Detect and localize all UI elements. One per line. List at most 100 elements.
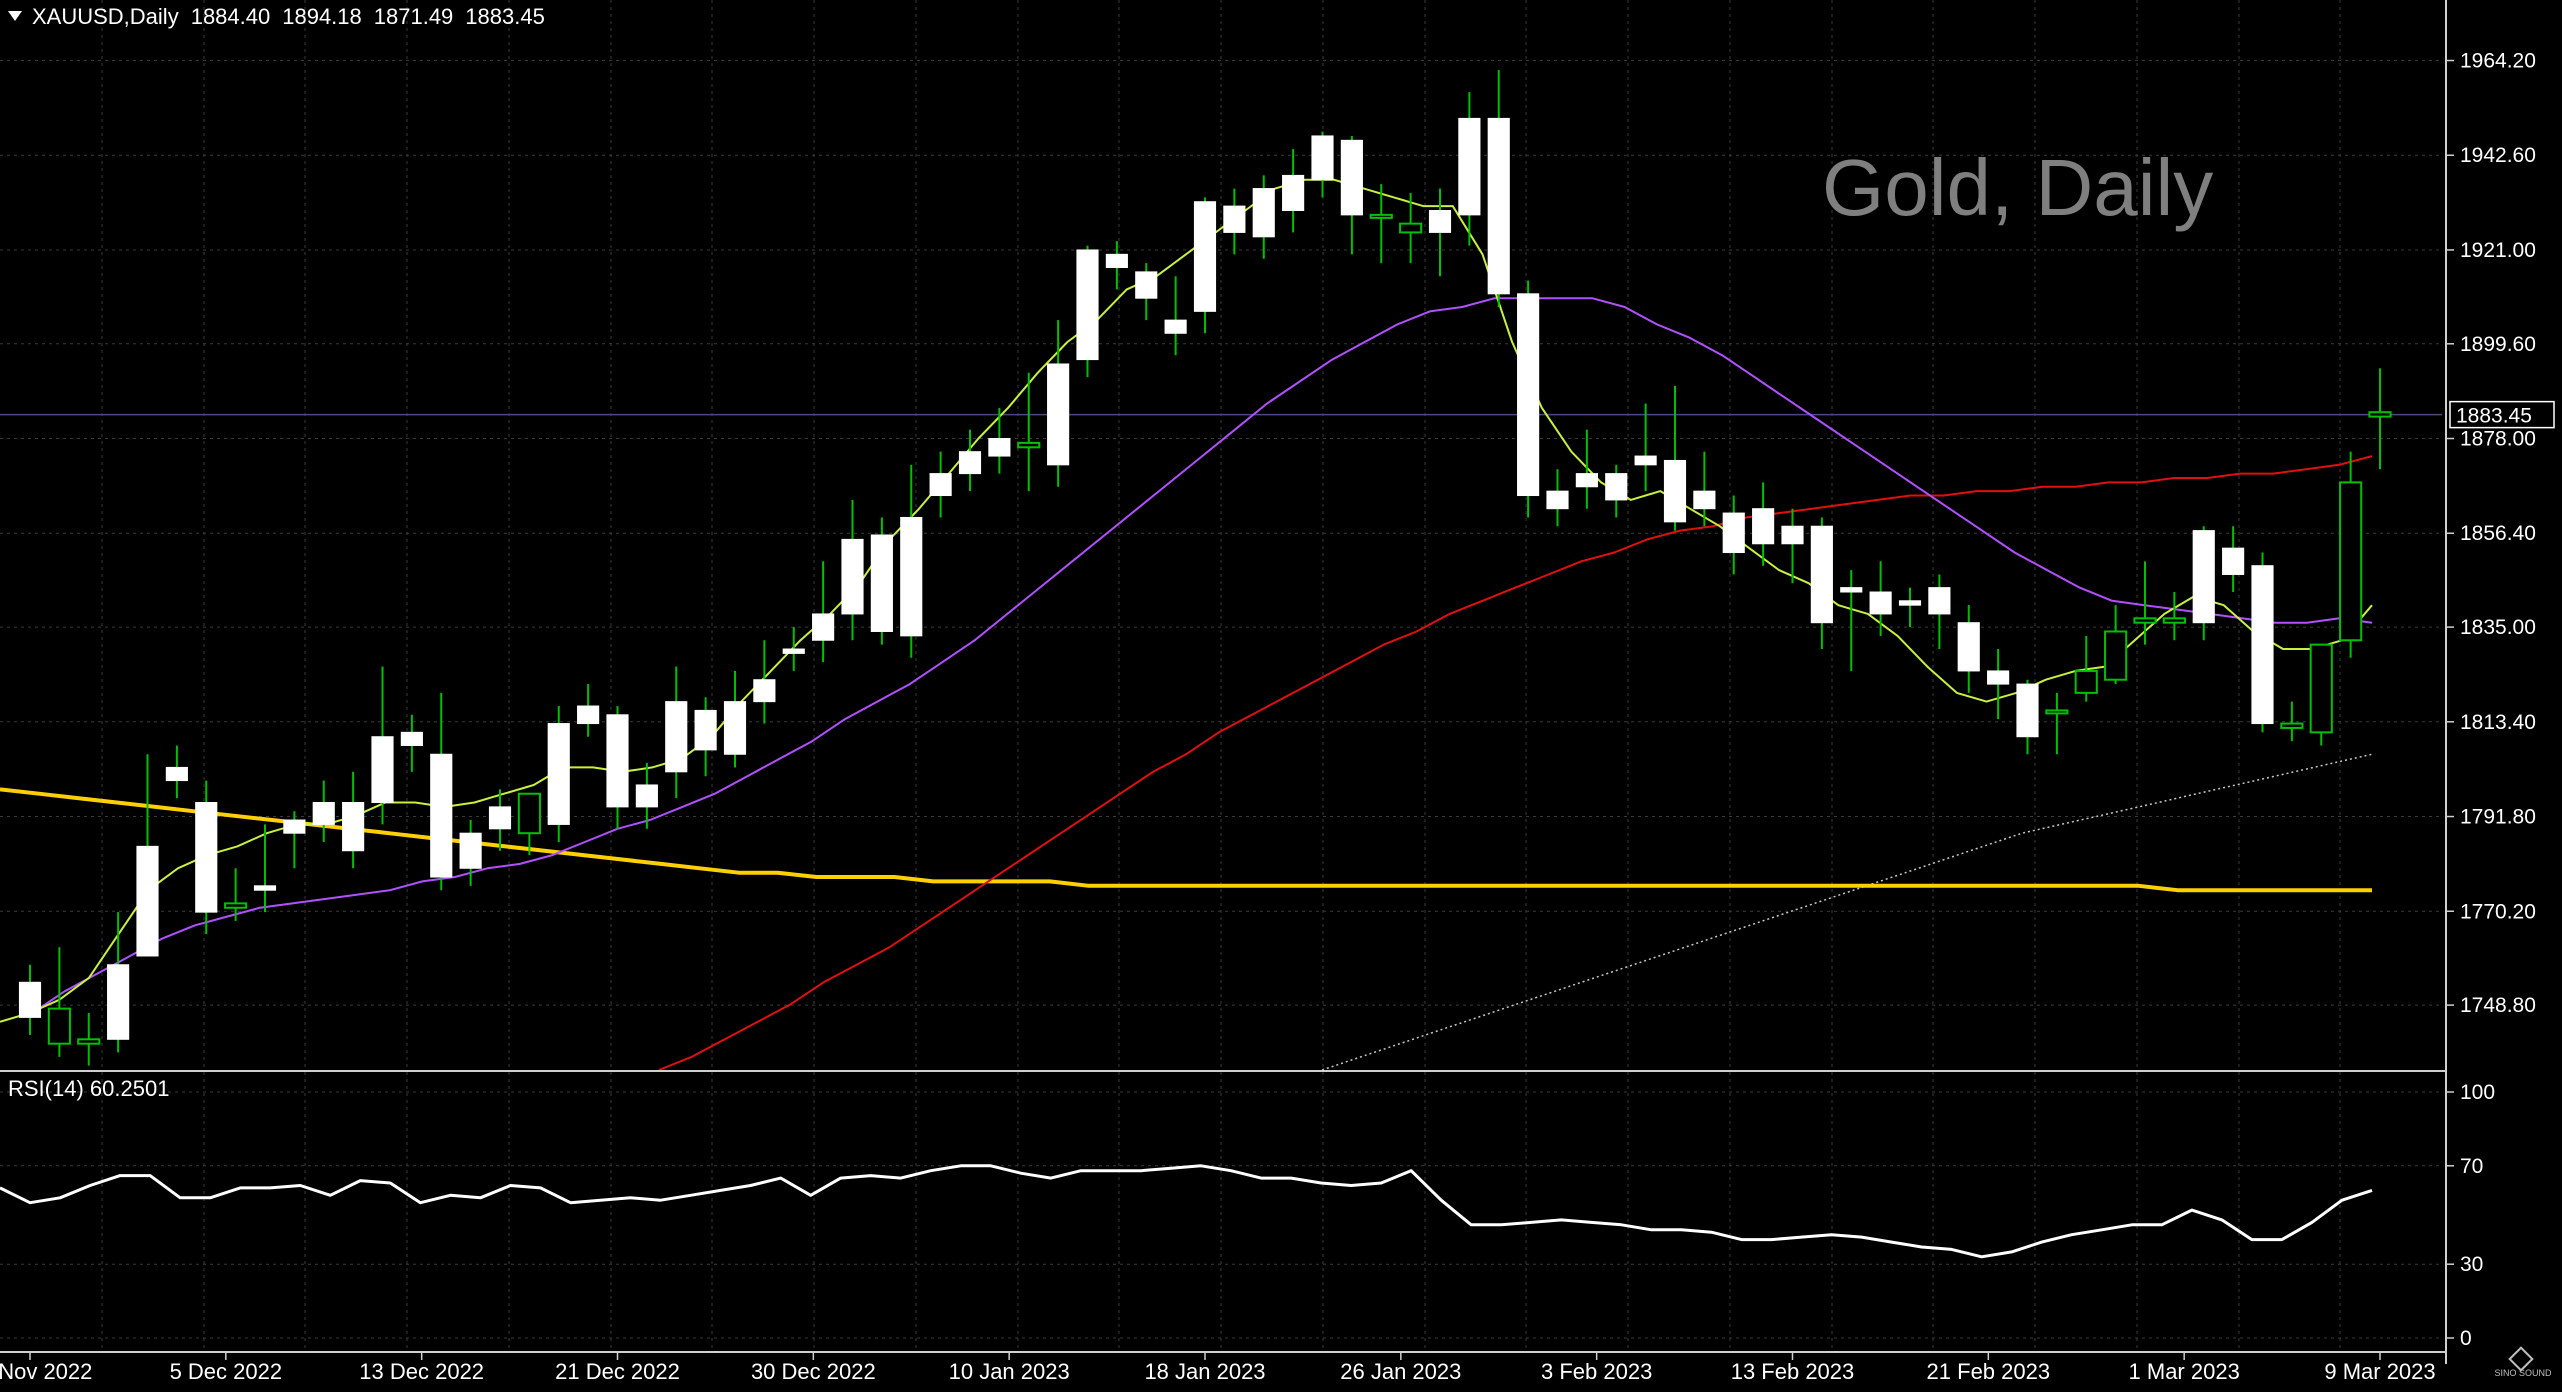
candle-body [1869, 591, 1892, 615]
candle [1722, 495, 1745, 575]
candle-body [2074, 669, 2098, 694]
candle-body [2251, 565, 2274, 725]
candle-body [870, 534, 893, 632]
price-tick-label: 1813.40 [2460, 711, 2536, 734]
candle [2162, 592, 2186, 641]
candle [517, 792, 541, 856]
candle-body [47, 1007, 71, 1045]
candle-body [400, 731, 423, 746]
candle [870, 517, 893, 645]
candle [312, 780, 335, 842]
candle [1135, 263, 1158, 321]
candle [1399, 192, 1423, 264]
price-tick-label: 1921.00 [2460, 239, 2536, 262]
candle [1575, 429, 1598, 509]
rsi-panel [0, 1164, 2373, 1259]
candle-body [107, 964, 130, 1040]
candle-body [812, 613, 835, 641]
ma-mid-line [31, 297, 2373, 1014]
candle [2368, 368, 2392, 470]
candle-body [2309, 643, 2333, 734]
candle [1928, 574, 1951, 650]
candle [2222, 526, 2245, 593]
date-tick-label: 13 Dec 2022 [359, 1359, 484, 1384]
price-tick-label: 1899.60 [2460, 333, 2536, 356]
price-tick-label: 1942.60 [2460, 144, 2536, 167]
candle-body [694, 709, 717, 751]
rsi-title: RSI(14) 60.2501 [8, 1076, 170, 1101]
candle [1752, 482, 1775, 566]
candle [1193, 197, 1217, 334]
candle-body [635, 784, 658, 808]
candle-body [900, 516, 923, 637]
candle [1164, 276, 1187, 356]
candle [195, 780, 218, 935]
candle [459, 820, 482, 886]
candle-body [18, 981, 42, 1018]
ohlc-open: 1884.40 [190, 4, 271, 29]
candle [1810, 517, 1833, 650]
candle [1047, 320, 1070, 487]
candle [1369, 184, 1393, 264]
candle [958, 429, 982, 492]
candle [1898, 587, 1922, 628]
candle-body [1634, 455, 1657, 466]
candle [1840, 570, 1863, 671]
symbol-header[interactable]: XAUUSD,Daily 1884.40 1894.18 1871.49 1883.45 [8, 4, 557, 30]
price-tick-label: 1964.20 [2460, 50, 2536, 73]
candle-body [929, 473, 952, 497]
ma-long-line [0, 787, 2372, 893]
candle-body [1752, 508, 1775, 545]
candle [2339, 451, 2363, 658]
candle-body [1193, 201, 1217, 312]
candle-body [547, 723, 570, 825]
candle-body [312, 802, 335, 825]
candle [18, 964, 42, 1035]
candle-body [1693, 490, 1716, 510]
candle [753, 640, 776, 724]
candle [1517, 280, 1540, 518]
candle [136, 754, 159, 957]
candle [1987, 649, 2010, 720]
candle-body [782, 648, 805, 654]
date-tick-label: 25 Nov 2022 [0, 1359, 92, 1384]
candle-body [224, 902, 248, 909]
candle-body [1575, 473, 1598, 488]
last-price-label: 1883.45 [2456, 405, 2532, 428]
candle-body [430, 753, 453, 878]
candle-body [1546, 490, 1569, 510]
candle-body [1369, 213, 1393, 219]
date-tick-label: 3 Feb 2023 [1541, 1359, 1652, 1384]
candle [782, 627, 805, 671]
candle [665, 666, 688, 799]
ohlc-high: 1894.18 [282, 4, 362, 29]
candle-body [2162, 617, 2186, 624]
candle-body [1810, 525, 1833, 624]
candle-body [1517, 293, 1540, 497]
candle [1105, 241, 1128, 290]
candle-body [1458, 117, 1481, 216]
candle [47, 947, 71, 1057]
candle [900, 464, 923, 658]
candle-body [577, 705, 600, 725]
candle-body [1252, 188, 1275, 238]
date-tick-label: 18 Jan 2023 [1144, 1359, 1265, 1384]
candle [2192, 526, 2215, 641]
candle-body [459, 832, 482, 869]
candle [1076, 245, 1099, 378]
candle-body [2104, 630, 2128, 681]
candle [430, 692, 453, 891]
candle-body [723, 701, 747, 755]
symbol-label: XAUUSD,Daily [32, 4, 179, 29]
candle [400, 714, 423, 772]
date-tick-label: 9 Mar 2023 [2324, 1359, 2435, 1384]
candle [1428, 188, 1452, 277]
price-tick-label: 1770.20 [2460, 900, 2536, 923]
candle-body [1663, 459, 1687, 523]
candle [1605, 464, 1628, 518]
dropdown-triangle-icon[interactable] [8, 11, 22, 22]
candle [988, 407, 1011, 474]
candle [929, 451, 952, 518]
